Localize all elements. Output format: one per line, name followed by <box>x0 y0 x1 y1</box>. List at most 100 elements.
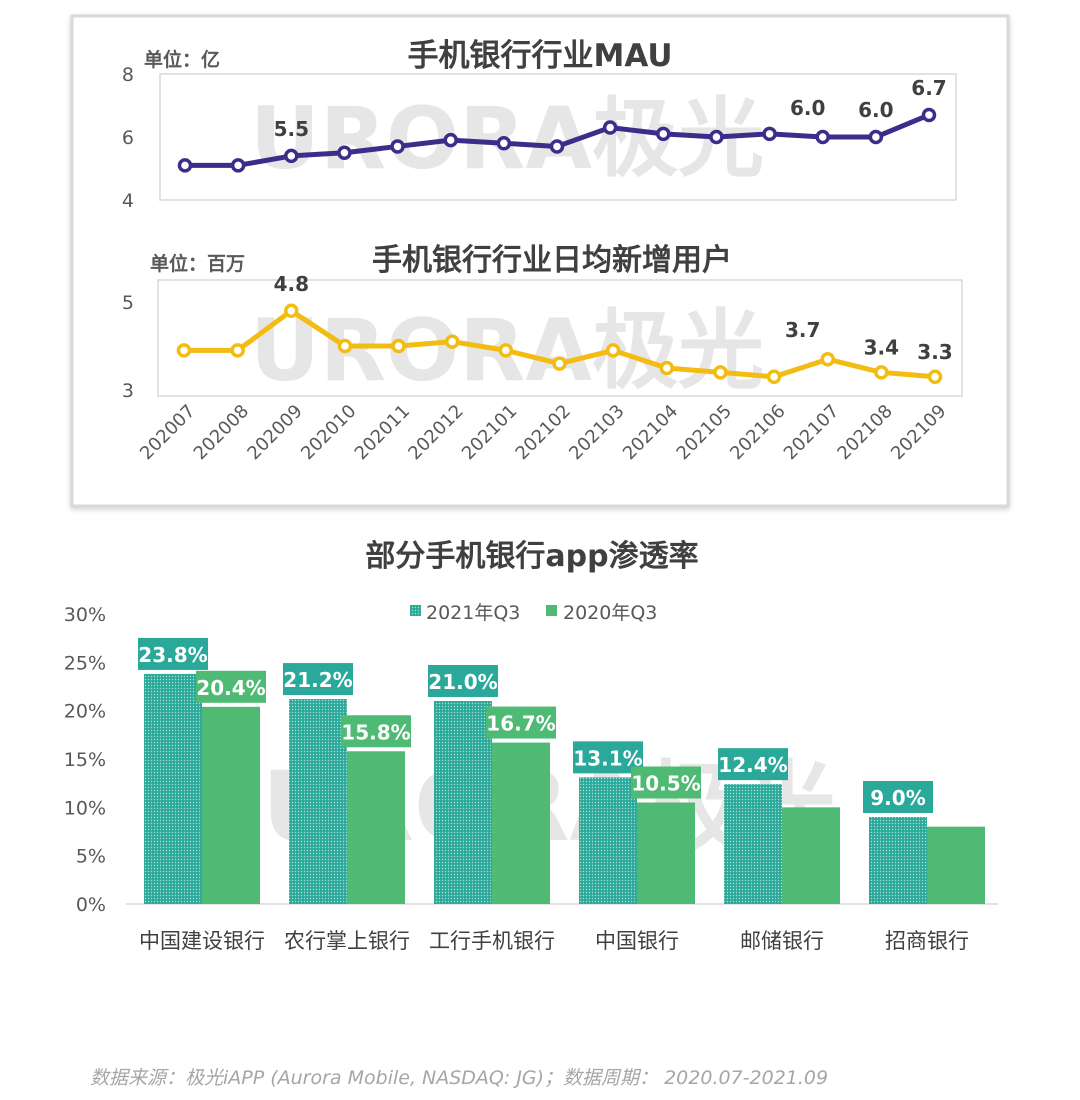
mau-series: 5.5 6.0 6.0 6.7 <box>177 76 947 173</box>
legend-label-2021q3: 2021年Q3 <box>426 602 520 624</box>
bar-2020q3 <box>202 706 260 904</box>
bar-2020q3 <box>347 751 405 904</box>
new-users-chart-title: 手机银行行业日均新增用户 <box>372 243 732 278</box>
bar-2020q3 <box>637 802 695 904</box>
bar-y-tick-label: 30% <box>64 604 106 626</box>
data-label-2021q3: 23.8% <box>138 643 207 667</box>
new-users-data-point <box>659 360 675 376</box>
mau-unit-label: 单位：亿 <box>144 48 220 71</box>
mau-data-point <box>390 139 405 154</box>
bar-2021q3 <box>144 673 202 904</box>
data-label-bg-2021q3 <box>863 781 933 813</box>
bar-y-tick-label: 10% <box>64 797 106 819</box>
data-label-2021q3: 12.4% <box>718 753 787 777</box>
bar-category-label: 中国建设银行 <box>139 929 265 953</box>
data-label-bg-2020q3 <box>196 670 266 703</box>
bar-y-tick-label: 5% <box>76 846 106 868</box>
mau-data-point <box>177 158 193 173</box>
mau-data-point <box>709 129 724 145</box>
new-users-data-point <box>874 365 889 380</box>
new-users-data-label: 3.3 <box>917 340 952 364</box>
mau-data-label: 6.7 <box>911 76 946 100</box>
new-users-data-point <box>284 303 299 319</box>
mau-data-point <box>443 132 458 148</box>
new-users-data-point <box>444 334 460 349</box>
penetration-bar-chart: 部分手机银行app渗透率 2021年Q3 2020年Q3 0% 5% 10% 15% 2… <box>64 539 998 953</box>
bar-y-tick-label: 20% <box>64 701 106 723</box>
bar-category-label: 农行掌上银行 <box>284 929 410 953</box>
bar-y-tick-label: 15% <box>64 749 106 771</box>
data-label-bg-2021q3 <box>428 665 498 697</box>
new-users-data-label: 3.7 <box>785 318 820 342</box>
bar-2021q3 <box>869 817 927 904</box>
data-label-2020q3: 20.4% <box>196 676 265 700</box>
new-users-series: 4.8 3.7 3.4 3.3 <box>176 272 953 385</box>
new-users-data-point <box>820 351 835 367</box>
mau-chart-title: 手机银行行业MAU <box>407 38 672 74</box>
new-users-data-point <box>766 369 782 385</box>
mau-data-point <box>284 148 299 164</box>
data-label-2020q3: 15.8% <box>341 720 410 744</box>
data-label-bg-2020q3 <box>341 715 411 748</box>
new-users-data-point <box>927 369 943 385</box>
mau-data-point <box>762 126 777 142</box>
data-label-bg-2021q3 <box>138 637 208 670</box>
bar-x-axis: 中国建设银行 农行掌上银行 工行手机银行 中国银行 邮储银行 招商银行 <box>139 929 969 953</box>
new-users-y-tick-label: 5 <box>122 292 134 314</box>
mau-plot-frame <box>159 73 957 201</box>
new-users-data-point <box>337 338 353 354</box>
data-label-2021q3: 13.1% <box>573 746 642 770</box>
new-users-data-label: 3.4 <box>864 335 899 359</box>
bar-2021q3 <box>724 784 782 904</box>
mau-data-point <box>496 136 512 151</box>
mau-data-point <box>656 126 671 142</box>
bar-chart-title: 部分手机银行app渗透率 <box>365 539 698 574</box>
line-charts-panel <box>70 14 1010 508</box>
new-users-data-point <box>498 343 514 358</box>
mau-data-point <box>337 145 352 160</box>
new-users-data-point <box>391 338 406 354</box>
bar-2021q3 <box>434 701 492 904</box>
mau-data-label: 5.5 <box>274 117 309 141</box>
legend-swatch-2021q3 <box>410 605 421 616</box>
mau-data-point <box>868 129 884 145</box>
mau-y-tick-label: 4 <box>122 190 134 212</box>
bar-y-tick-label: 25% <box>64 652 106 674</box>
mau-line-chart: 手机银行行业MAU 单位：亿 4 6 8 5.5 6.0 6.0 6.7 <box>122 38 957 212</box>
data-label-bg-2020q3 <box>631 766 701 799</box>
mau-y-axis: 4 6 8 <box>122 64 134 212</box>
mau-y-tick-label: 8 <box>122 64 134 86</box>
new-users-data-point <box>605 343 621 358</box>
bar-category-label: 招商银行 <box>885 929 969 953</box>
bar-y-axis: 0% 5% 10% 15% 20% 25% 30% <box>64 604 106 916</box>
bar-category-label: 工行手机银行 <box>429 929 555 953</box>
mau-data-point <box>549 139 565 154</box>
data-label-2020q3: 10.5% <box>631 772 700 796</box>
data-label-2021q3: 21.2% <box>283 668 352 692</box>
bar-2020q3 <box>927 826 985 904</box>
data-label-2020q3: 16.7% <box>486 712 555 736</box>
new-users-data-point <box>552 356 567 371</box>
mau-data-label: 6.0 <box>858 98 893 122</box>
bar-y-tick-label: 0% <box>76 894 106 916</box>
legend-label-2020q3: 2020年Q3 <box>563 602 657 624</box>
bar-2021q3 <box>289 699 347 904</box>
new-users-data-point <box>176 343 192 358</box>
new-users-plot-frame <box>157 279 963 397</box>
data-label-2021q3: 21.0% <box>428 670 497 694</box>
bar-legend: 2021年Q3 2020年Q3 <box>410 602 657 624</box>
mau-data-point <box>602 120 618 135</box>
bar-2021q3 <box>579 777 637 904</box>
legend-swatch-2020q3 <box>546 605 557 616</box>
new-users-data-point <box>230 343 245 358</box>
data-label-bg-2020q3 <box>486 706 556 739</box>
new-users-y-tick-label: 3 <box>122 380 134 402</box>
bar-category-label: 邮储银行 <box>740 929 824 953</box>
data-label-2021q3: 9.0% <box>870 786 925 810</box>
new-users-unit-label: 单位：百万 <box>150 252 245 275</box>
bar-series: 23.8% 20.4% 21.2% 15.8% 21.0% 16.7% 13.1%10.5%… <box>138 637 985 904</box>
bar-2020q3 <box>782 807 840 904</box>
bar-category-label: 中国银行 <box>595 929 679 953</box>
new-users-y-axis: 35 <box>122 292 134 402</box>
